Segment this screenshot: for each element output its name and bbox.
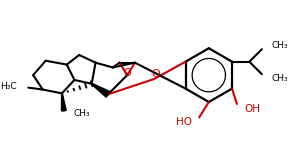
Text: O: O: [152, 69, 160, 79]
Text: CH₃: CH₃: [74, 109, 90, 118]
Text: OH: OH: [244, 104, 261, 114]
Text: CH₃: CH₃: [272, 73, 288, 83]
Text: O: O: [123, 68, 131, 78]
Polygon shape: [61, 93, 66, 111]
Text: H₃C: H₃C: [0, 82, 17, 91]
Text: CH₃: CH₃: [272, 41, 288, 50]
Text: HO: HO: [176, 117, 191, 127]
Polygon shape: [92, 83, 110, 97]
